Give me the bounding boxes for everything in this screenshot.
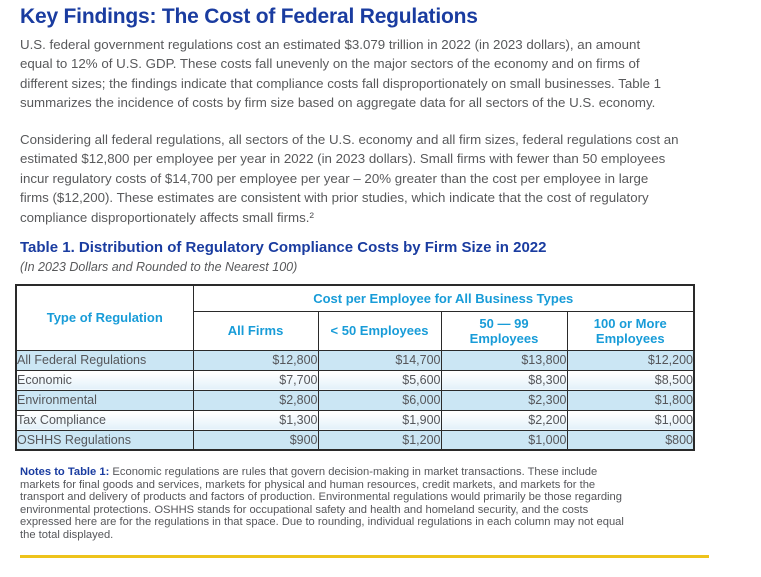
table-subtitle: (In 2023 Dollars and Rounded to the Near… bbox=[20, 260, 298, 274]
cell-value: $6,000 bbox=[317, 389, 442, 411]
cost-line: compliance disproportionately affects sm… bbox=[20, 209, 314, 225]
row-label: OSHHS Regulations bbox=[15, 429, 194, 451]
intro-line: U.S. federal government regulations cost… bbox=[20, 37, 641, 52]
row-label: Environmental bbox=[15, 389, 194, 411]
cell-value: $1,000 bbox=[566, 409, 695, 431]
cell-value: $800 bbox=[566, 429, 695, 451]
cell-value: $2,300 bbox=[440, 389, 568, 411]
notes-label: Notes to Table 1: bbox=[20, 466, 110, 478]
notes-line: markets for final goods and services, ma… bbox=[20, 478, 596, 491]
intro-line: equal to 12% of U.S. GDP. These costs fa… bbox=[20, 56, 640, 72]
regulatory-cost-table: Type of Regulation Cost per Employee for… bbox=[15, 284, 696, 451]
cell-value: $1,900 bbox=[317, 409, 442, 431]
cell-value: $7,700 bbox=[192, 369, 319, 391]
cell-value: $12,800 bbox=[192, 349, 319, 371]
table-title: Table 1. Distribution of Regulatory Comp… bbox=[20, 239, 547, 256]
column-header-100-or-more-employees: 100 or More Employees bbox=[566, 310, 695, 351]
column-header-line: 50 — 99 bbox=[479, 315, 529, 331]
table-row: Economic $7,700 $5,600 $8,300 $8,500 bbox=[15, 369, 695, 391]
cell-value: $14,700 bbox=[317, 349, 442, 371]
notes-text: Economic regulations are rules that gove… bbox=[109, 466, 598, 478]
column-header-line: Employees bbox=[469, 330, 539, 346]
cell-value: $2,800 bbox=[192, 389, 319, 411]
intro-line: different sizes; the findings indicate t… bbox=[20, 75, 662, 91]
column-header-line: All Firms bbox=[227, 323, 284, 338]
cell-value: $1,200 bbox=[317, 429, 442, 451]
cost-line: incur regulatory costs of $14,700 per em… bbox=[20, 170, 649, 186]
cell-value: $5,600 bbox=[317, 369, 442, 391]
column-header-line: 100 or More bbox=[593, 315, 667, 331]
cell-value: $2,200 bbox=[440, 409, 568, 431]
column-header-lt50-employees: < 50 Employees bbox=[317, 310, 442, 351]
table-header-row-columns: All Firms < 50 Employees 50 — 99 Employee… bbox=[16, 310, 695, 351]
footer-divider bbox=[20, 555, 709, 558]
row-label: All Federal Regulations bbox=[15, 349, 194, 371]
table-row: Tax Compliance $1,300 $1,900 $2,200 $1,0… bbox=[15, 409, 695, 431]
cell-value: $13,800 bbox=[440, 349, 568, 371]
cell-value: $12,200 bbox=[566, 349, 695, 371]
page-title: Key Findings: The Cost of Federal Regula… bbox=[20, 5, 478, 28]
column-header-all-firms: All Firms bbox=[192, 310, 319, 351]
cell-value: $1,800 bbox=[566, 389, 695, 411]
intro-paragraph: U.S. federal government regulations cost… bbox=[20, 35, 661, 113]
column-header-line: Employees bbox=[595, 330, 665, 346]
notes-line: the total displayed. bbox=[20, 528, 114, 541]
column-header-50-99-employees: 50 — 99 Employees bbox=[440, 310, 568, 351]
table-header-row-span: Type of Regulation Cost per Employee for… bbox=[15, 284, 695, 351]
cell-value: $1,300 bbox=[192, 409, 319, 431]
cell-value: $900 bbox=[192, 429, 319, 451]
cell-value: $1,000 bbox=[440, 429, 568, 451]
notes-line: environmental protections. OSHHS stands … bbox=[20, 503, 589, 516]
row-label: Tax Compliance bbox=[15, 409, 194, 431]
notes-line: expressed here are for the regulations i… bbox=[20, 516, 624, 528]
row-label: Economic bbox=[15, 369, 194, 391]
notes-line: transport and delivery of products and f… bbox=[20, 491, 622, 503]
cost-paragraph: Considering all federal regulations, all… bbox=[20, 130, 679, 227]
cost-line: Considering all federal regulations, all… bbox=[20, 132, 679, 147]
notes-line: Notes to Table 1: Economic regulations a… bbox=[20, 466, 624, 479]
column-header-line: < 50 Employees bbox=[330, 323, 429, 338]
table-row: Environmental $2,800 $6,000 $2,300 $1,80… bbox=[15, 389, 695, 411]
intro-line: summarizes the incidence of costs by fir… bbox=[20, 95, 656, 111]
cost-line: estimated $12,800 per employee per year … bbox=[20, 151, 666, 167]
table-row: OSHHS Regulations $900 $1,200 $1,000 $80… bbox=[15, 429, 695, 451]
cell-value: $8,300 bbox=[440, 369, 568, 391]
cell-value: $8,500 bbox=[566, 369, 695, 391]
column-header-type-of-regulation: Type of Regulation bbox=[15, 284, 194, 351]
column-group-header: Cost per Employee for All Business Types bbox=[192, 284, 695, 312]
table-notes: Notes to Table 1: Economic regulations a… bbox=[20, 466, 624, 541]
table-row: All Federal Regulations $12,800 $14,700 … bbox=[15, 349, 695, 371]
cost-line: firms ($12,200). These estimates are con… bbox=[20, 190, 649, 206]
